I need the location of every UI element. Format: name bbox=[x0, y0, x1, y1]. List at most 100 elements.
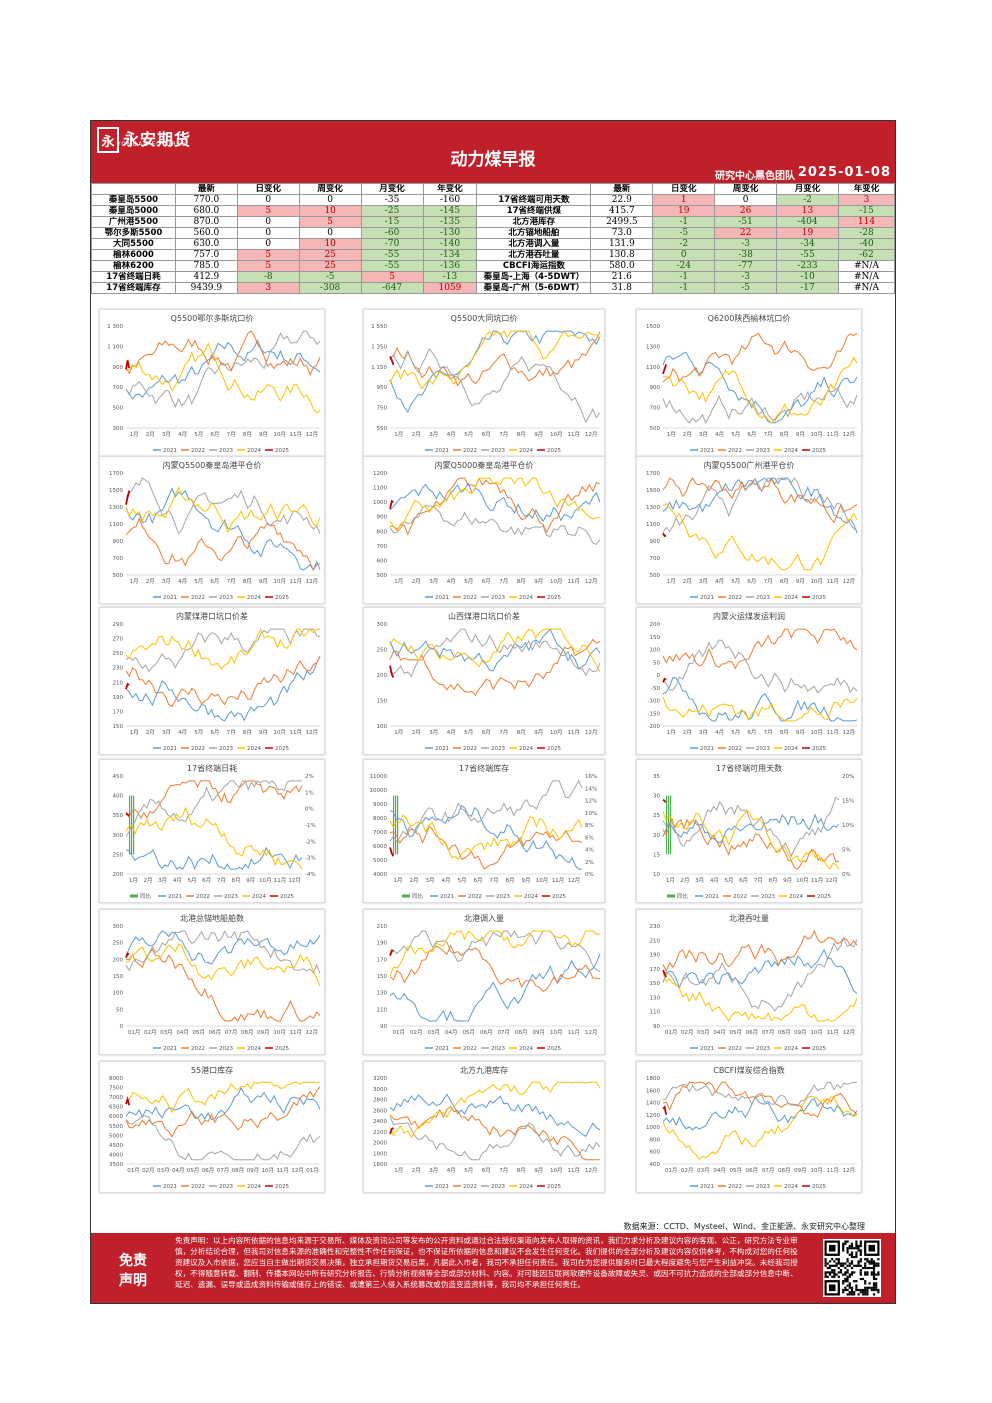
series-line-2022 bbox=[662, 1081, 858, 1118]
table-cell: -136 bbox=[422, 260, 478, 272]
table-cell: #N/A bbox=[837, 282, 896, 294]
x-tick-label: 1月 bbox=[667, 578, 676, 585]
x-tick-label: 08月 bbox=[778, 1167, 791, 1174]
table-cell: -15 bbox=[360, 216, 424, 228]
logo-text: 永安期货 bbox=[123, 130, 192, 149]
chart-title: 北港调入量 bbox=[464, 914, 504, 923]
series-line-2025 bbox=[125, 813, 130, 817]
y-tick-label: -200 bbox=[648, 724, 661, 730]
chart-title: 内蒙煤港口坑口价差 bbox=[176, 612, 248, 621]
y-tick-label: 100 bbox=[113, 991, 124, 997]
y-tick-label: 25 bbox=[653, 813, 660, 819]
table-cell: 1059 bbox=[422, 282, 478, 294]
chart-12: 17省终端可用天数 35 30 25 20 15 10 20% 15% 10% 5% 0% 1月 2月 3月… bbox=[636, 759, 862, 903]
x-tick-label: 9月 bbox=[259, 431, 268, 438]
y-tick-label: 4500 bbox=[109, 1143, 123, 1149]
x-tick-label: 10月 bbox=[536, 877, 549, 884]
table-cell: -233 bbox=[776, 260, 839, 272]
x-tick-label: 5月 bbox=[194, 578, 203, 585]
x-tick-label: 3月 bbox=[426, 877, 435, 884]
series-line-2025 bbox=[389, 665, 395, 678]
chart-title: 17省终端可用天数 bbox=[715, 764, 783, 773]
legend-label: 2022 bbox=[463, 448, 477, 454]
x-tick-label: 6月 bbox=[202, 877, 211, 884]
y-tick-label: 1300 bbox=[646, 505, 660, 511]
y-tick-label: 9000 bbox=[373, 802, 387, 808]
y2-tick-label: 0% bbox=[305, 807, 314, 813]
chart-plot: 3200 3000 2800 2600 2400 2200 2000 1800 1600 1月 2月… bbox=[373, 1076, 601, 1190]
table-cell: 415.7 bbox=[590, 205, 654, 217]
y-tick-label: 5000 bbox=[373, 858, 387, 864]
table-cell: -55 bbox=[360, 249, 424, 261]
x-tick-label: 12月 bbox=[568, 877, 581, 884]
table-cell: -140 bbox=[422, 238, 478, 250]
column-header: 年变化 bbox=[422, 183, 478, 195]
table-header-row: 最新 日变化 周变化 月变化 年变化 最新 日变化 周变化 月变化 年变化 bbox=[91, 183, 896, 195]
indicator-name: 榆林6000 bbox=[91, 249, 176, 261]
indicator-name: 17省终端供煤 bbox=[476, 205, 592, 217]
table-cell: 10 bbox=[298, 205, 362, 217]
x-tick-label: 08月 bbox=[778, 1029, 791, 1036]
y2-tick-label: 10% bbox=[842, 823, 854, 829]
y-tick-label: 2000 bbox=[373, 1141, 387, 1147]
table-cell: -647 bbox=[360, 282, 424, 294]
y-tick-label: 1800 bbox=[373, 1151, 387, 1157]
y-tick-label: 250 bbox=[113, 651, 124, 657]
x-tick-label: 07月 bbox=[762, 1029, 775, 1036]
x-tick-label: 4月 bbox=[715, 578, 724, 585]
x-tick-label: 12月 bbox=[825, 877, 838, 884]
x-tick-label: 8月 bbox=[780, 431, 789, 438]
y-tick-label: 200 bbox=[113, 872, 124, 878]
x-tick-label: 1月 bbox=[667, 729, 676, 736]
x-tick-label: 12月 bbox=[843, 1029, 856, 1036]
x-tick-label: 2月 bbox=[146, 729, 155, 736]
y-tick-label: 1500 bbox=[646, 488, 660, 494]
series-line-2022 bbox=[389, 331, 601, 387]
table-cell: -77 bbox=[714, 260, 778, 272]
table-cell: -1 bbox=[652, 282, 716, 294]
legend-label: 2022 bbox=[728, 1184, 742, 1190]
x-tick-label: 02月 bbox=[142, 1167, 155, 1174]
series-line-2021 bbox=[389, 804, 582, 870]
x-tick-label: 11月 bbox=[568, 729, 581, 736]
chart-title: CBCFI煤炭综合指数 bbox=[713, 1066, 785, 1075]
legend-label: 2022 bbox=[191, 746, 205, 752]
x-tick-label: 8月 bbox=[517, 1167, 526, 1174]
table-cell: 1 bbox=[652, 194, 716, 206]
x-tick-label: 4月 bbox=[715, 729, 724, 736]
x-tick-label: 7月 bbox=[499, 1167, 508, 1174]
x-tick-label: 4月 bbox=[447, 431, 456, 438]
table-cell: 5 bbox=[236, 260, 300, 272]
y-tick-label: 700 bbox=[113, 556, 124, 562]
legend-label: 2024 bbox=[519, 1184, 533, 1190]
table-row: 17省终端日耗 412.9 -8 -5 5 -13 秦皇岛-上海（4-5DWT） 21.6 -1… bbox=[91, 271, 896, 283]
y-tick-label: 950 bbox=[377, 385, 388, 391]
chart-14: 北港调入量 210 190 170 150 130 110 90 01月 02月 03月 04月 05月… bbox=[363, 909, 605, 1055]
y-tick-label: 500 bbox=[113, 573, 124, 579]
series-line-2022 bbox=[125, 517, 321, 571]
x-tick-label: 9月 bbox=[796, 729, 805, 736]
series-line-2024 bbox=[125, 1081, 320, 1114]
x-tick-label: 12月 bbox=[306, 729, 319, 736]
legend-label: 2024 bbox=[784, 1184, 798, 1190]
column-header: 最新 bbox=[590, 183, 654, 195]
y-tick-label: 900 bbox=[113, 365, 124, 371]
y-tick-label: 1000 bbox=[646, 1125, 660, 1131]
table-cell: 22 bbox=[714, 227, 778, 239]
series-line-2021 bbox=[662, 1096, 858, 1131]
y-tick-label: 2800 bbox=[373, 1098, 387, 1104]
y-tick-label: 3200 bbox=[373, 1076, 387, 1082]
legend-label: 2023 bbox=[219, 1046, 233, 1052]
series-line-2024 bbox=[125, 486, 321, 534]
series-line-2021 bbox=[662, 351, 858, 424]
series-line-2021 bbox=[662, 948, 858, 994]
y-tick-label: 900 bbox=[377, 515, 388, 521]
indicator-name: 北方锚地船舶 bbox=[476, 227, 592, 239]
series-line-2022 bbox=[125, 656, 321, 708]
y2-tick-label: -2% bbox=[305, 839, 316, 845]
disclaimer-heading: 免责 声明 bbox=[105, 1251, 161, 1291]
legend-label: 2023 bbox=[496, 894, 510, 900]
legend-label: 2025 bbox=[812, 448, 826, 454]
x-tick-label: 12月 bbox=[306, 578, 319, 585]
x-tick-label: 1月 bbox=[129, 877, 138, 884]
